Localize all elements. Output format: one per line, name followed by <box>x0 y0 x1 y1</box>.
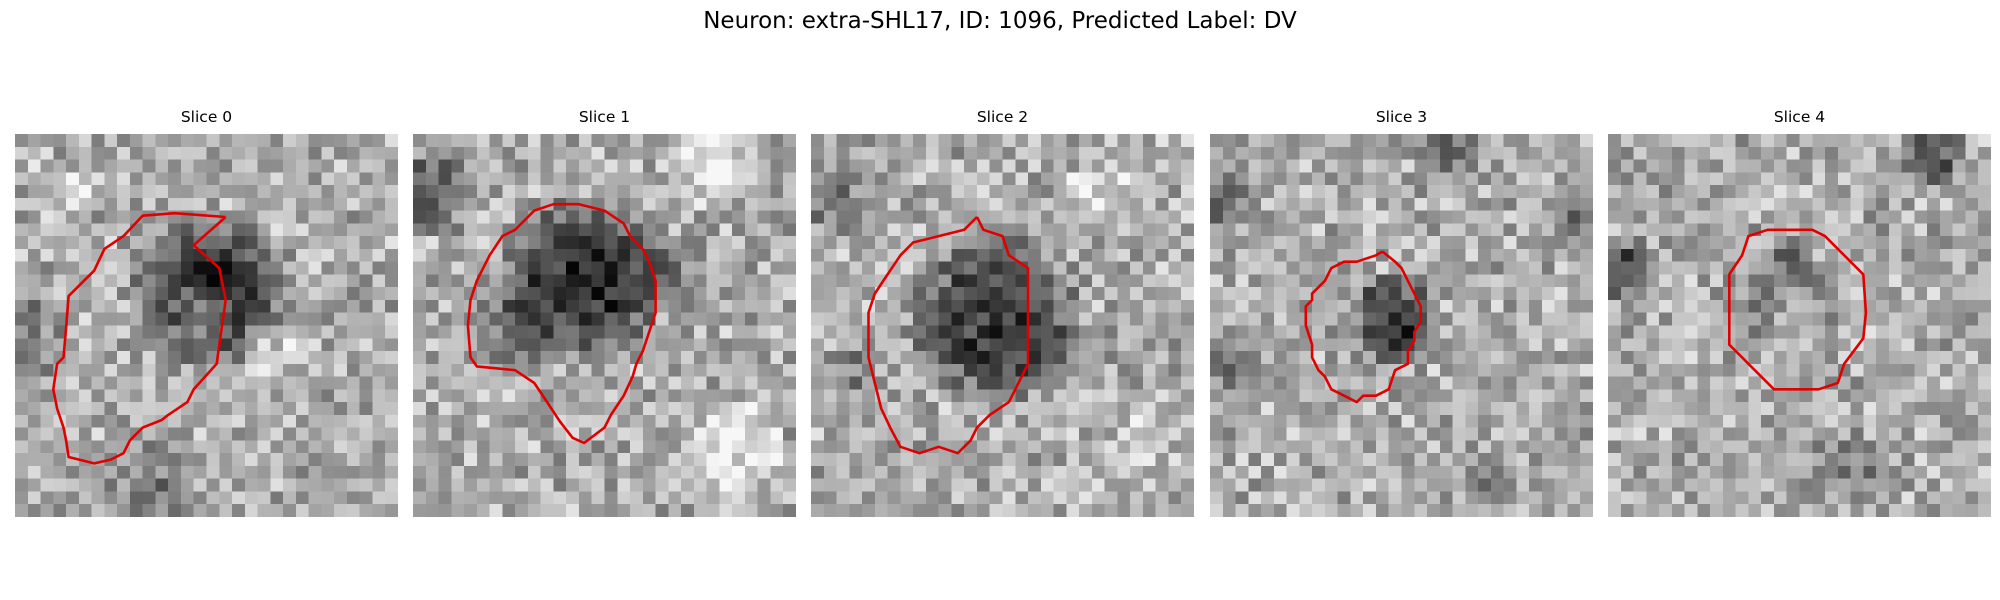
segmentation-outline <box>867 216 1030 455</box>
slice-panel-3: Slice 3 <box>1210 108 1593 517</box>
segmentation-outline <box>1728 228 1868 391</box>
segmentation-outline <box>1304 250 1422 404</box>
slice-image <box>413 134 796 517</box>
slice-title: Slice 4 <box>1773 108 1826 126</box>
slice-image <box>1608 134 1991 517</box>
slice-image <box>1210 134 1593 517</box>
segmentation-outline <box>466 202 657 445</box>
slice-panel-4: Slice 4 <box>1608 108 1991 517</box>
slice-panel-0: Slice 0 <box>15 108 398 517</box>
slice-panel-2: Slice 2 <box>811 108 1194 517</box>
segmentation-outline <box>51 211 227 465</box>
slice-title: Slice 2 <box>976 108 1029 126</box>
figure-title: Neuron: extra-SHL17, ID: 1096, Predicted… <box>703 8 1297 34</box>
slice-title: Slice 0 <box>180 108 233 126</box>
slice-panel-1: Slice 1 <box>413 108 796 517</box>
slice-title: Slice 3 <box>1375 108 1428 126</box>
slice-title: Slice 1 <box>578 108 631 126</box>
slice-image <box>811 134 1194 517</box>
slice-image <box>15 134 398 517</box>
